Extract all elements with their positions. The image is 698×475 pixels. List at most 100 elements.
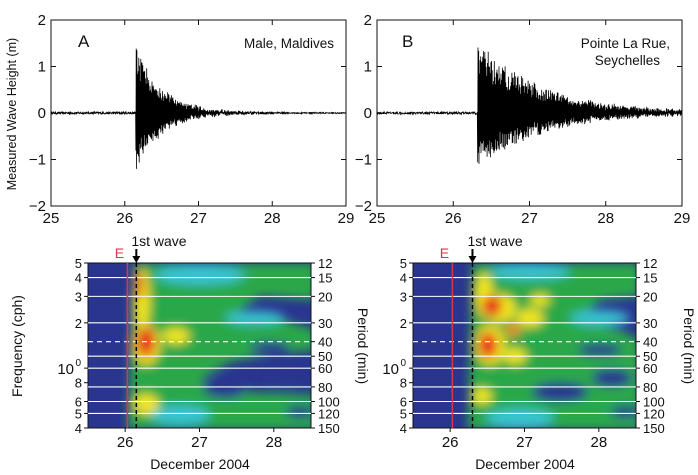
- y-tick-label: −1: [355, 152, 372, 169]
- spectrogram-a-field: [88, 263, 311, 428]
- x-tick-label: 26: [116, 210, 133, 227]
- panel-label-b: B: [402, 32, 413, 51]
- event-label-a: E: [115, 245, 124, 261]
- freq-tick-label: 4: [75, 421, 82, 436]
- x-tick-label: 28: [265, 434, 282, 451]
- freq-tick-label: 2: [75, 316, 82, 331]
- wave-b-series: [377, 47, 682, 164]
- x-tick-label: 25: [43, 210, 60, 227]
- freq-tick-exponent: 0: [400, 358, 406, 369]
- period-tick-label: 40: [643, 335, 657, 350]
- panel-label-a: A: [78, 32, 90, 51]
- event-label-b: E: [440, 245, 449, 261]
- x-tick-label: 27: [190, 210, 207, 227]
- x-tick-label: 26: [445, 210, 462, 227]
- x-tick-label: 27: [521, 210, 538, 227]
- spectrogram-b-field: [413, 263, 636, 428]
- wave-b-ticks: 25 26 27 28 29 2 1 0 −1 −2: [355, 12, 690, 227]
- period-tick-label: 15: [643, 271, 657, 286]
- x-tick-label: 27: [516, 434, 533, 451]
- station-label-b-line2: Seychelles: [595, 53, 661, 68]
- freq-tick-exponent: 0: [75, 358, 81, 369]
- period-tick-label: 50: [318, 349, 332, 364]
- x-axis-label-b: December 2004: [475, 456, 575, 472]
- first-wave-label-a: 1st wave: [131, 233, 186, 249]
- spectrogram-a-gridlines: [88, 277, 311, 414]
- freq-tick-label: 2: [400, 316, 407, 331]
- freq-tick-label: 5: [400, 406, 407, 421]
- freq-tick-label: 3: [75, 289, 82, 304]
- y-tick-label: 0: [38, 105, 46, 122]
- period-tick-label: 30: [643, 316, 657, 331]
- period-tick-label: 12: [643, 256, 657, 271]
- spectrogram-panel-a: E 1st wave Frequency (cph) Period (min) …: [9, 233, 371, 472]
- freq-tick-label: 6: [75, 395, 82, 410]
- x-tick-label: 26: [442, 434, 459, 451]
- station-label-b-line1: Pointe La Rue,: [581, 36, 670, 51]
- freq-tick-label: 10: [382, 361, 399, 378]
- period-axis-label-b: Period (min): [681, 308, 697, 384]
- period-tick-label: 40: [318, 335, 332, 350]
- y-tick-label: 0: [364, 105, 372, 122]
- x-tick-label: 29: [674, 210, 691, 227]
- wave-a-ticks: 25 26 27 28 29 2 1 0 −1 −2: [29, 12, 354, 227]
- wave-panel-b: B Pointe La Rue, Seychelles 25 26 27 28 29 2 1…: [355, 12, 690, 227]
- period-tick-label: 20: [643, 289, 657, 304]
- period-tick-label: 120: [643, 406, 665, 421]
- wave-y-axis-label: Measured Wave Height (m): [5, 38, 19, 190]
- period-tick-label: 60: [643, 361, 657, 376]
- spectrogram-panel-b: E 1st wave Period (min) December 2004 12…: [382, 233, 697, 472]
- y-tick-label: −2: [29, 198, 46, 215]
- period-tick-label: 150: [318, 421, 340, 436]
- freq-tick-label: 6: [400, 395, 407, 410]
- period-tick-label: 60: [318, 361, 332, 376]
- x-tick-label: 29: [338, 210, 355, 227]
- period-tick-label: 100: [643, 395, 665, 410]
- y-tick-label: −1: [29, 152, 46, 169]
- wave-panel-a: Measured Wave Height (m) A Male, Maldive…: [5, 12, 354, 227]
- period-axis-label-a: Period (min): [355, 308, 371, 384]
- x-tick-label: 27: [191, 434, 208, 451]
- freq-tick-label: 5: [400, 256, 407, 271]
- period-tick-label: 150: [643, 421, 665, 436]
- period-tick-label: 120: [318, 406, 340, 421]
- freq-tick-label: 5: [75, 406, 82, 421]
- period-tick-label: 12: [318, 256, 332, 271]
- x-axis-label-a: December 2004: [150, 456, 250, 472]
- period-tick-label: 30: [318, 316, 332, 331]
- frequency-axis-label: Frequency (cph): [9, 295, 25, 397]
- spectrogram-b-gridlines: [413, 277, 636, 414]
- freq-tick-label: 8: [75, 376, 82, 391]
- y-tick-label: 2: [38, 12, 46, 29]
- y-tick-label: −2: [355, 198, 372, 215]
- period-tick-label: 20: [318, 289, 332, 304]
- x-tick-label: 28: [590, 434, 607, 451]
- period-tick-label: 15: [318, 271, 332, 286]
- freq-tick-label: 4: [75, 271, 82, 286]
- first-wave-label-b: 1st wave: [467, 233, 522, 249]
- period-tick-label: 100: [318, 395, 340, 410]
- freq-tick-label: 4: [400, 271, 407, 286]
- y-tick-label: 1: [364, 59, 372, 76]
- period-tick-label: 50: [643, 349, 657, 364]
- period-tick-label: 80: [318, 380, 332, 395]
- y-tick-label: 2: [364, 12, 372, 29]
- wave-a-series: [51, 48, 346, 169]
- freq-tick-label: 5: [75, 256, 82, 271]
- y-tick-label: 1: [38, 59, 46, 76]
- x-tick-label: 28: [597, 210, 614, 227]
- first-wave-arrow-a: [132, 249, 141, 263]
- period-tick-label: 80: [643, 380, 657, 395]
- station-label-a: Male, Maldives: [244, 36, 334, 51]
- first-wave-arrow-b: [468, 249, 477, 263]
- freq-tick-label: 10: [57, 361, 74, 378]
- x-tick-label: 28: [264, 210, 281, 227]
- x-tick-label: 25: [369, 210, 386, 227]
- freq-tick-label: 3: [400, 289, 407, 304]
- freq-tick-label: 8: [400, 376, 407, 391]
- freq-tick-label: 4: [400, 421, 407, 436]
- x-tick-label: 26: [117, 434, 134, 451]
